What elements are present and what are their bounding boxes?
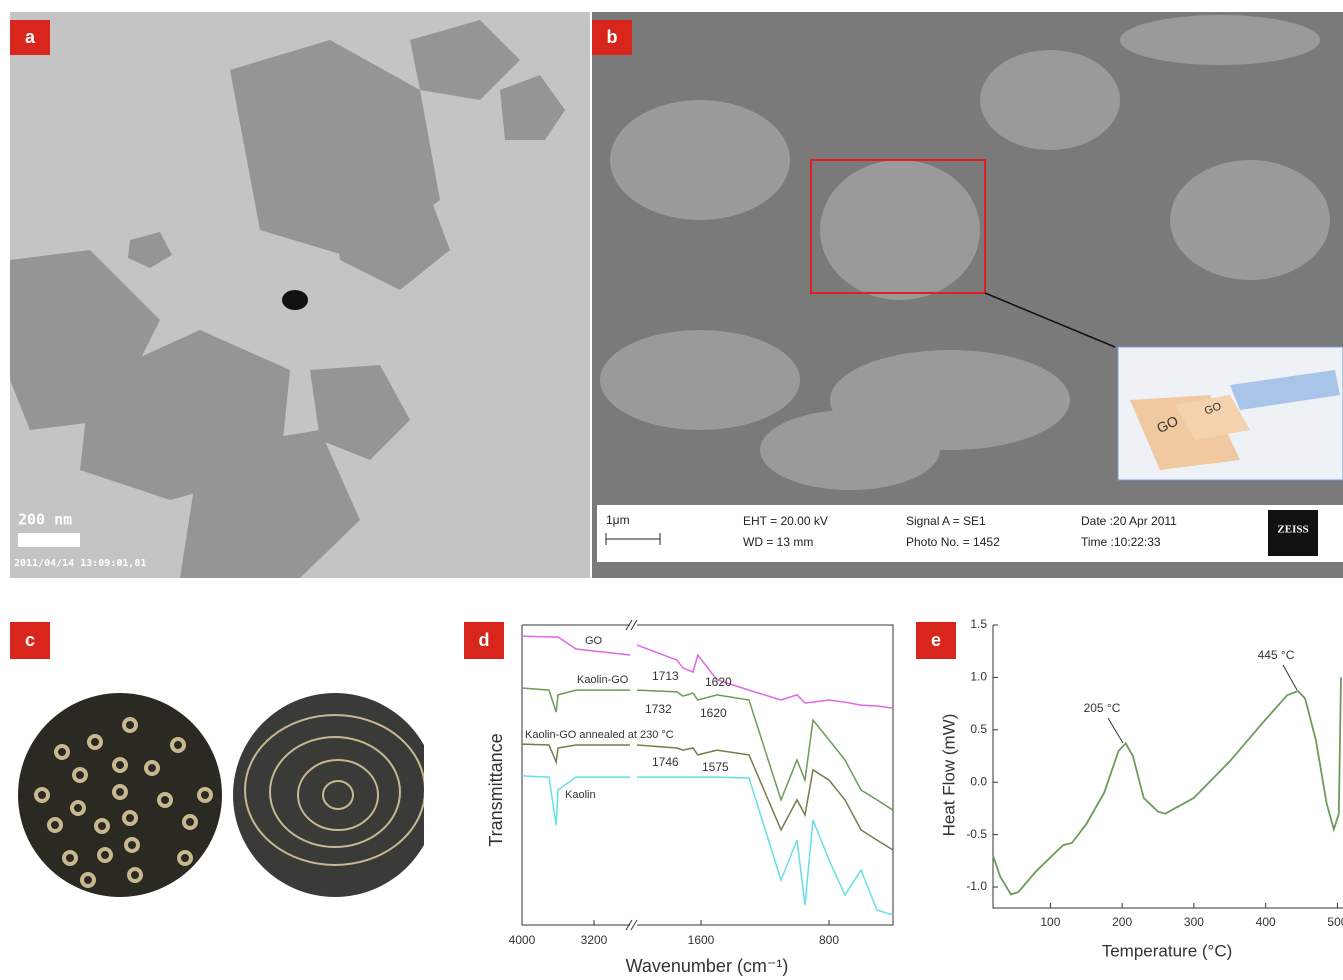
figure: 200 nm 2011/04/14 13:09:01,81 GO GO 1μm … xyxy=(0,0,1343,980)
annotation: 1620 xyxy=(705,675,732,689)
panel-label: d xyxy=(479,630,490,650)
scale-bar xyxy=(18,533,80,547)
info-text: Photo No. = 1452 xyxy=(906,535,1000,549)
x-tick-label: 200 xyxy=(1112,915,1132,929)
y-tick-label: -0.5 xyxy=(966,827,987,841)
x-tick-label: 300 xyxy=(1184,915,1204,929)
x-tick-label: 400 xyxy=(1256,915,1276,929)
y-tick-label: 1.0 xyxy=(970,670,987,684)
x-axis-label: Wavenumber (cm⁻¹) xyxy=(626,956,789,976)
y-tick-label: -1.0 xyxy=(966,879,987,893)
annotation: 205 °C xyxy=(1084,701,1121,715)
series-label: Kaolin-GO xyxy=(577,674,629,686)
annotation: 1746 xyxy=(652,755,679,769)
x-tick-label: 800 xyxy=(819,933,839,947)
axes-frame xyxy=(993,625,1343,908)
series-line xyxy=(993,677,1341,894)
panel-label: a xyxy=(25,27,36,47)
particle xyxy=(282,290,308,310)
timestamp: 2011/04/14 13:09:01,81 xyxy=(14,558,146,569)
x-tick-label: 1600 xyxy=(688,933,715,947)
series-label: Kaolin xyxy=(565,789,596,801)
logo-text: ZEISS xyxy=(1277,524,1308,536)
sem-scale-label: 1μm xyxy=(606,513,630,527)
annotation: 445 °C xyxy=(1258,648,1295,662)
axis-break xyxy=(626,620,637,930)
y-tick-label: 1.5 xyxy=(970,617,987,631)
x-tick-label: 500 xyxy=(1327,915,1343,929)
y-tick-label: 0.5 xyxy=(970,722,987,736)
info-text: Time :10:22:33 xyxy=(1081,535,1161,549)
annotation-arrow xyxy=(1283,665,1297,690)
y-axis-label: Heat Flow (mW) xyxy=(939,714,958,837)
y-tick-label: 0.0 xyxy=(970,774,987,788)
x-tick-label: 100 xyxy=(1040,915,1060,929)
info-text: EHT = 20.00 kV xyxy=(743,514,828,528)
annotation: 1575 xyxy=(702,760,729,774)
sem-image xyxy=(592,12,1343,578)
x-axis-label: Temperature (°C) xyxy=(1102,941,1233,960)
info-text: WD = 13 mm xyxy=(743,535,813,549)
panel-label: b xyxy=(607,27,618,47)
y-axis-label: Transmittance xyxy=(486,733,506,846)
annotation-arrow xyxy=(1108,718,1123,743)
scale-label: 200 nm xyxy=(18,511,72,529)
x-tick-label: 4000 xyxy=(509,933,536,947)
dish-2 xyxy=(233,693,437,897)
info-text: Signal A = SE1 xyxy=(906,514,986,528)
panel-label: e xyxy=(931,630,941,650)
annotation: 1620 xyxy=(700,706,727,720)
series-label: GO xyxy=(585,635,603,647)
annotation: 1713 xyxy=(652,669,679,683)
x-tick-label: 3200 xyxy=(581,933,608,947)
info-text: Date :20 Apr 2011 xyxy=(1081,514,1177,528)
series-label: Kaolin-GO annealed at 230 °C xyxy=(525,729,674,741)
panel-label: c xyxy=(25,630,35,650)
annotation: 1732 xyxy=(645,702,672,716)
